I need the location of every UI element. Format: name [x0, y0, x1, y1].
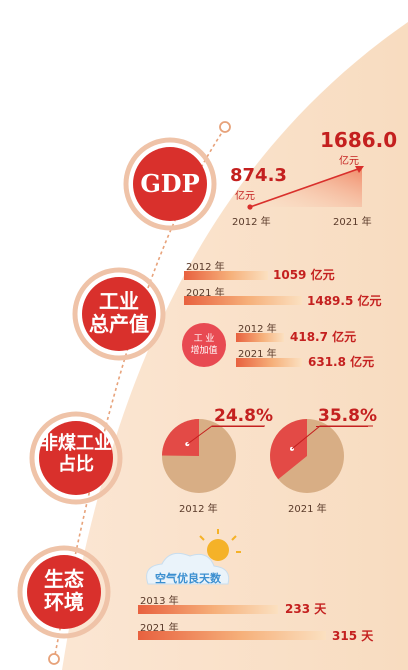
eco-2021-bar	[138, 631, 326, 640]
added-value-badge-line1: 工 业	[193, 334, 215, 344]
industry-2012-year: 2012 年	[186, 262, 225, 273]
added-value-badge-label: 工 业 增加值	[182, 333, 226, 357]
industry-2021-year: 2021 年	[186, 288, 225, 299]
noncoal-circle	[39, 421, 113, 495]
eco-label-line1: 生态	[44, 567, 84, 591]
gdp-growth-arrow-line	[249, 168, 359, 208]
eco-circle	[27, 555, 101, 629]
noncoal-circle-ring	[29, 411, 123, 505]
noncoal-label-line2: 占比	[58, 453, 94, 475]
industry-circle-ring	[72, 267, 166, 361]
eco-2013-bar	[138, 605, 278, 614]
timeline-node-top	[219, 121, 231, 133]
added-2021-value: 631.8 亿元	[308, 355, 375, 369]
gdp-start-year: 2012 年	[232, 217, 271, 228]
gdp-circle	[133, 147, 207, 221]
eco-circle-ring	[17, 545, 111, 639]
industry-label-line1: 工业	[99, 289, 139, 313]
pie-0-slice	[162, 419, 199, 456]
eco-2013-year: 2013 年	[140, 596, 179, 607]
pie-2012-underline	[212, 426, 264, 427]
gdp-label: GDP	[140, 169, 200, 198]
eco-label: 生态 环境	[27, 568, 101, 614]
added-2012-year: 2012 年	[238, 324, 277, 335]
pie-2021-year: 2021 年	[288, 504, 327, 515]
gdp-circle-ring	[123, 137, 217, 231]
gdp-start-value: 874.3	[230, 165, 287, 186]
industry-2021-value: 1489.5 亿元	[307, 294, 382, 308]
industry-2021-bar	[184, 296, 302, 305]
eco-2013-value: 233 天	[285, 602, 327, 616]
gdp-end-year: 2021 年	[333, 217, 372, 228]
industry-label-line2: 总产值	[89, 312, 149, 336]
eco-2021-year: 2021 年	[140, 623, 179, 634]
pie-2012-year: 2012 年	[179, 504, 218, 515]
added-2021-bar	[236, 358, 302, 367]
added-2012-value: 418.7 亿元	[290, 330, 357, 344]
added-value-badge	[182, 323, 226, 367]
weather-icon	[146, 529, 241, 585]
added-2012-bar	[236, 333, 284, 342]
industry-circle	[82, 277, 156, 351]
gdp-end-unit: 亿元	[339, 156, 359, 167]
gdp-growth-arrow-head	[355, 166, 364, 173]
pie-2021-underline	[316, 426, 368, 427]
gdp-growth-start-dot	[247, 204, 253, 210]
eco-label-line2: 环境	[44, 590, 84, 614]
noncoal-pie-charts	[162, 419, 373, 493]
industry-2012-bar	[184, 271, 268, 280]
industry-2012-value: 1059 亿元	[273, 268, 335, 282]
eco-2021-value: 315 天	[332, 629, 374, 643]
timeline-node-bottom	[48, 653, 60, 665]
pie-2012-percent: 24.8%	[214, 406, 273, 426]
added-value-badge-line2: 增加值	[190, 346, 218, 356]
industry-label: 工业 总产值	[82, 290, 156, 336]
gdp-start-unit: 亿元	[235, 191, 255, 202]
pie-1-slice	[270, 419, 307, 480]
noncoal-label: 非煤工业 占比	[32, 433, 120, 475]
pie-2021-percent: 35.8%	[318, 406, 377, 426]
gdp-end-value: 1686.0	[320, 128, 398, 152]
weather-label: 空气优良天数	[155, 572, 221, 585]
noncoal-label-line1: 非煤工业	[40, 433, 112, 454]
added-2021-year: 2021 年	[238, 349, 277, 360]
